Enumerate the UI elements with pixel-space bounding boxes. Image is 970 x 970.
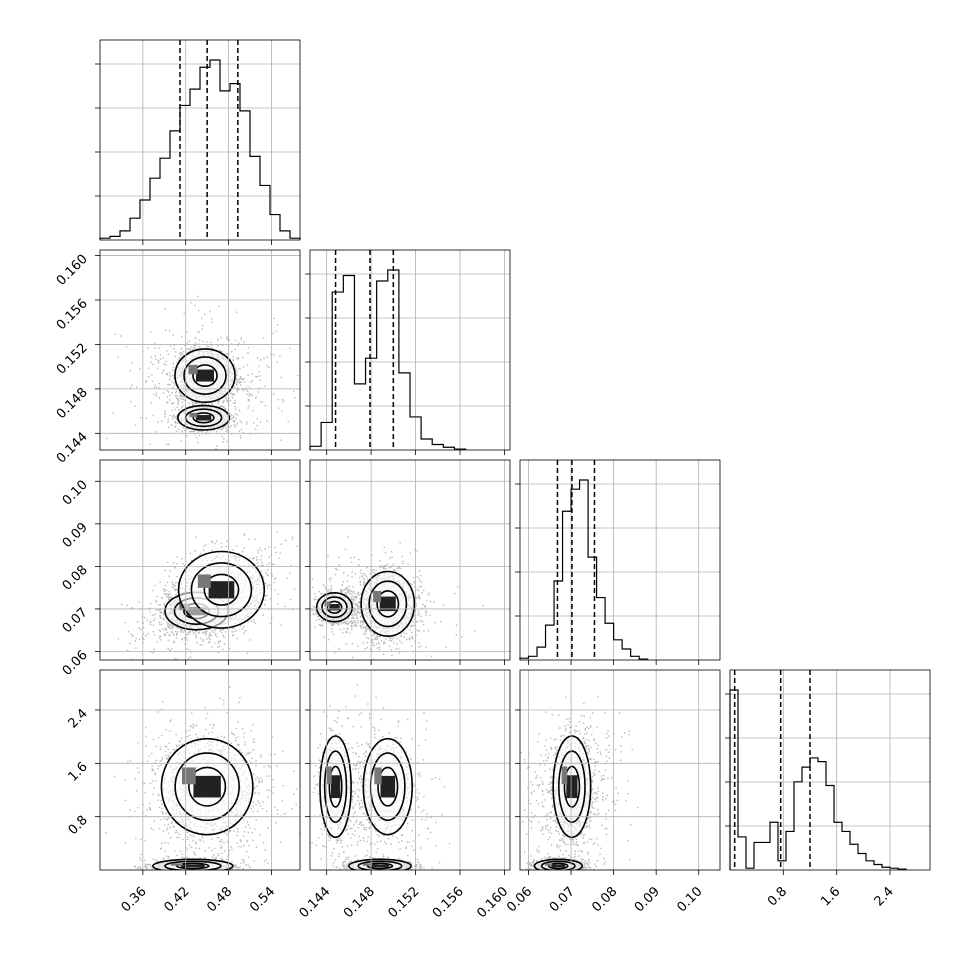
panel-frame xyxy=(519,669,721,871)
pair-panel-2-0 xyxy=(95,459,301,665)
density-peak xyxy=(566,775,578,799)
pair-panel-1-0 xyxy=(95,249,301,455)
panel-frame xyxy=(309,669,511,871)
x-tick-label: 0.08 xyxy=(589,884,620,915)
density-cell xyxy=(373,590,382,603)
panel-frame xyxy=(99,249,301,451)
density-cell xyxy=(374,767,382,785)
pair-panel-3-0 xyxy=(95,669,301,875)
y-tick-label: 0.06 xyxy=(60,648,91,679)
y-tick-label: 0.07 xyxy=(60,605,91,636)
density-peak xyxy=(193,775,221,798)
histogram-3 xyxy=(729,689,907,870)
pair-panel-3-1 xyxy=(305,669,511,875)
y-tick-label: 0.144 xyxy=(54,430,91,467)
histogram-2 xyxy=(519,479,649,660)
x-tick-label: 0.42 xyxy=(161,884,192,915)
density-peak xyxy=(379,596,396,612)
panel-content xyxy=(117,531,298,660)
density-peak xyxy=(196,369,214,382)
diag-panel-0 xyxy=(95,39,301,245)
x-tick-label: 0.144 xyxy=(297,884,334,921)
density-cell xyxy=(188,364,198,375)
panel-content xyxy=(105,686,300,870)
x-tick-label: 0.36 xyxy=(119,884,150,915)
panel-frame xyxy=(309,459,511,661)
y-tick-label: 0.156 xyxy=(54,296,91,333)
panel-frame xyxy=(519,459,721,661)
density-peak xyxy=(195,415,212,421)
density-cell xyxy=(327,766,332,785)
histogram-1 xyxy=(309,269,467,450)
x-tick-label: 0.54 xyxy=(247,884,278,915)
y-tick-label: 0.08 xyxy=(60,563,91,594)
scatter-points xyxy=(310,684,451,870)
density-cell xyxy=(324,601,330,607)
panel-content xyxy=(520,695,639,870)
y-tick-label: 0.152 xyxy=(54,341,91,378)
x-tick-label: 0.148 xyxy=(341,884,378,921)
x-tick-label: 0.09 xyxy=(632,884,663,915)
x-tick-label: 0.07 xyxy=(547,884,578,915)
panel-content xyxy=(100,295,299,450)
diag-panel-1 xyxy=(305,249,511,455)
panel-frame xyxy=(99,39,301,241)
histogram-0 xyxy=(99,59,301,240)
panel-frame xyxy=(99,669,301,871)
density-cell xyxy=(561,766,568,785)
density-cell xyxy=(170,863,183,866)
y-tick-label: 0.148 xyxy=(54,385,91,422)
x-tick-label: 0.06 xyxy=(504,884,535,915)
panel-frame xyxy=(729,669,931,871)
density-cell xyxy=(545,863,553,866)
y-tick-label: 0.09 xyxy=(60,520,91,551)
y-tick-label: 1.6 xyxy=(66,760,91,785)
density-peak xyxy=(329,603,340,611)
x-tick-label: 2.4 xyxy=(872,884,897,909)
x-tick-label: 0.10 xyxy=(674,884,705,915)
density-peak xyxy=(370,864,390,868)
density-cell xyxy=(362,863,373,866)
density-peak xyxy=(380,775,396,798)
diag-panel-2 xyxy=(515,459,721,665)
x-tick-label: 1.6 xyxy=(818,884,843,909)
x-tick-label: 0.8 xyxy=(765,884,790,909)
density-peak xyxy=(208,581,235,599)
y-tick-label: 0.160 xyxy=(54,252,91,289)
diag-panel-3 xyxy=(725,669,931,875)
panel-frame xyxy=(309,249,511,451)
x-tick-label: 0.48 xyxy=(204,884,235,915)
y-tick-label: 0.10 xyxy=(60,477,91,508)
density-peak xyxy=(330,775,341,799)
panel-content xyxy=(310,536,484,660)
panel-frame xyxy=(99,459,301,661)
x-tick-label: 0.156 xyxy=(430,884,467,921)
density-peak xyxy=(180,864,205,868)
density-peak xyxy=(551,864,566,868)
pair-panel-3-2 xyxy=(515,669,721,875)
density-cell xyxy=(197,574,211,588)
y-tick-label: 2.4 xyxy=(66,706,91,731)
pair-panel-2-1 xyxy=(305,459,511,665)
x-tick-label: 0.152 xyxy=(385,884,422,921)
density-cell xyxy=(189,412,198,418)
density-cell xyxy=(182,767,196,785)
panel-content xyxy=(310,684,451,870)
y-tick-label: 0.8 xyxy=(66,813,91,838)
